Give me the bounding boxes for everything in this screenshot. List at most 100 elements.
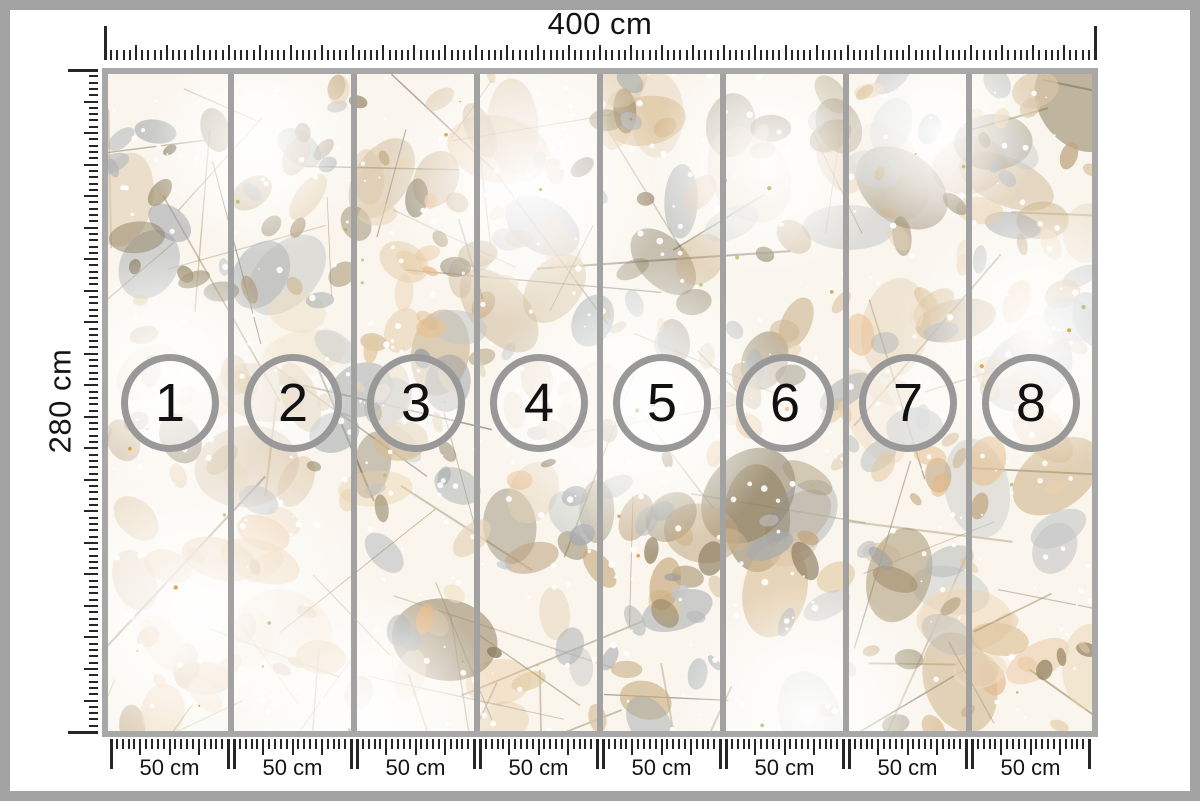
- ruler-tick: [89, 674, 98, 677]
- panel-divider: [720, 74, 726, 731]
- ruler-tick: [215, 739, 218, 749]
- ruler-tick: [926, 50, 929, 60]
- ruler-tick: [896, 50, 898, 60]
- bottom-ruler-segment: 50 cm: [354, 739, 477, 787]
- ruler-tick: [976, 739, 979, 749]
- ruler-tick: [320, 739, 323, 755]
- ruler-tick: [935, 739, 938, 755]
- ruler-tick: [772, 50, 775, 60]
- ruler-tick: [707, 739, 710, 749]
- ruler-tick: [84, 258, 98, 261]
- ruler-tick: [197, 739, 200, 755]
- ruler-tick: [89, 693, 98, 696]
- ruler-tick: [654, 739, 657, 749]
- ruler-tick: [716, 50, 719, 60]
- ruler-tick: [525, 739, 528, 749]
- ruler-tick: [784, 45, 787, 60]
- ruler-tick: [332, 739, 335, 749]
- ruler-tick: [376, 50, 379, 60]
- ruler-tick: [159, 50, 162, 60]
- ruler-tick: [455, 739, 458, 749]
- ruler-tick: [617, 50, 620, 60]
- ruler-tick: [574, 50, 577, 60]
- ruler-tick: [766, 50, 769, 60]
- ruler-tick: [233, 50, 236, 60]
- ruler-tick: [648, 50, 651, 60]
- ruler-tick: [215, 50, 218, 60]
- ruler-tick: [84, 699, 98, 702]
- ruler-tick: [203, 50, 205, 60]
- ruler-tick: [115, 739, 118, 749]
- ruler-tick: [736, 739, 739, 749]
- ruler-tick: [89, 390, 98, 393]
- ruler-tick: [145, 739, 148, 749]
- ruler-tick: [643, 739, 645, 749]
- panel-number-circle: 5: [613, 354, 711, 452]
- segment-ticks: [600, 739, 723, 787]
- ruler-tick: [89, 428, 98, 431]
- ruler-tick: [89, 579, 98, 582]
- ruler-tick: [89, 472, 98, 475]
- ruler-tick: [900, 739, 903, 749]
- ruler-tick: [277, 50, 280, 60]
- ruler-tick: [753, 45, 756, 60]
- ruler-tick: [180, 739, 183, 749]
- ruler-tick: [419, 50, 422, 60]
- ruler-tick: [89, 377, 98, 380]
- ruler-tick: [1087, 50, 1090, 60]
- ruler-tick: [432, 739, 434, 749]
- ruler-tick: [695, 739, 698, 749]
- ruler-tick: [349, 739, 353, 769]
- ruler-tick: [1070, 739, 1073, 749]
- ruler-tick: [89, 623, 98, 626]
- ruler-tick: [518, 50, 521, 60]
- ruler-tick: [853, 739, 856, 749]
- ruler-tick: [89, 270, 98, 273]
- ruler-tick: [947, 739, 950, 749]
- ruler-tick: [291, 739, 294, 755]
- ruler-tick: [262, 739, 265, 755]
- ruler-tick: [840, 50, 843, 60]
- ruler-tick: [865, 739, 868, 749]
- ruler-tick: [1047, 739, 1049, 749]
- ruler-tick: [982, 739, 985, 749]
- ruler-tick: [84, 132, 98, 134]
- ruler-tick: [500, 50, 502, 60]
- ruler-tick: [450, 50, 453, 60]
- ruler-tick: [859, 739, 862, 749]
- ruler-tick: [704, 50, 707, 60]
- ruler-tick: [512, 50, 515, 60]
- ruler-tick: [824, 739, 827, 749]
- ruler-tick: [1052, 739, 1055, 749]
- ruler-tick: [122, 50, 125, 60]
- ruler-tick: [252, 50, 255, 60]
- ruler-tick: [89, 371, 98, 374]
- ruler-tick: [382, 45, 385, 60]
- ruler-tick: [151, 739, 153, 749]
- ruler-tick: [578, 739, 581, 749]
- top-ruler: [103, 26, 1097, 60]
- ruler-tick: [89, 125, 98, 128]
- ruler-tick: [89, 554, 98, 557]
- ruler-tick: [121, 739, 124, 749]
- ruler-tick: [116, 50, 119, 60]
- ruler-tick: [385, 739, 388, 755]
- ruler-tick: [889, 739, 891, 749]
- ruler-tick: [89, 308, 98, 311]
- ruler-tick: [89, 296, 98, 298]
- ruler-tick: [240, 50, 243, 60]
- ruler-tick: [89, 157, 98, 160]
- ruler-tick: [493, 50, 496, 60]
- ruler-tick: [89, 176, 98, 179]
- ruler-tick: [625, 739, 628, 749]
- ruler-tick: [89, 535, 98, 538]
- ruler-tick: [478, 739, 482, 769]
- ruler-tick: [68, 730, 98, 734]
- panel-width-label: 50 cm: [508, 755, 569, 780]
- ruler-tick: [178, 50, 181, 60]
- ruler-tick: [344, 739, 347, 749]
- ruler-tick: [191, 739, 194, 749]
- ruler-tick: [549, 50, 552, 60]
- ruler-tick: [84, 415, 98, 418]
